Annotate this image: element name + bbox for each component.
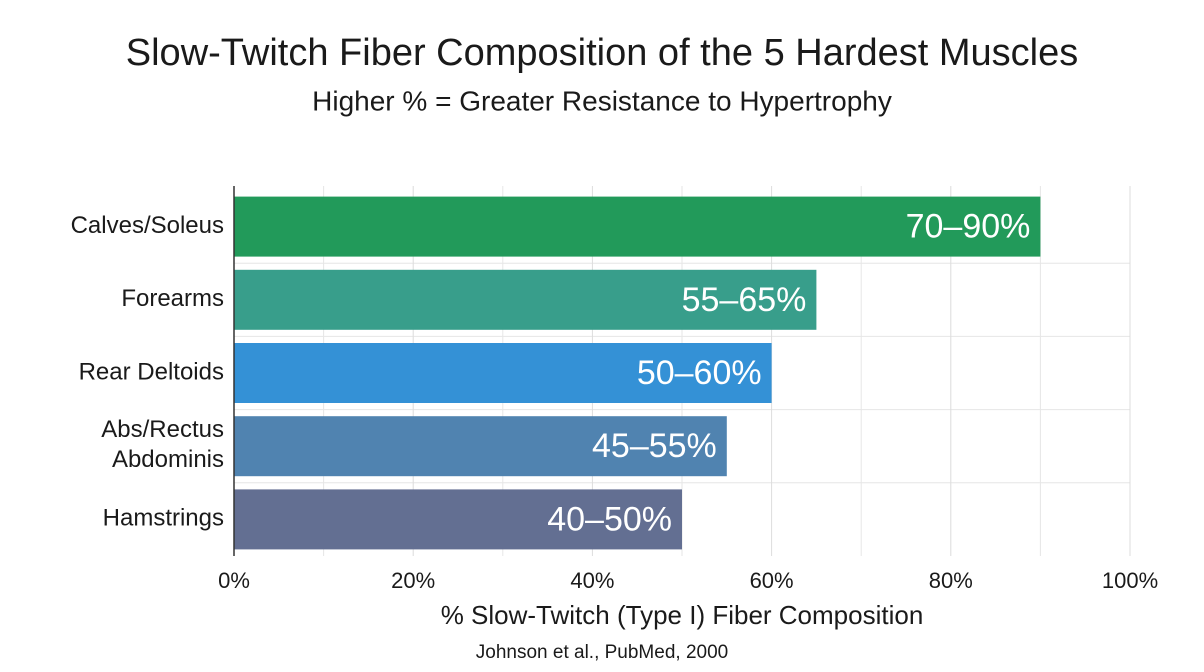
bar <box>234 196 1041 257</box>
x-tick-label: 0% <box>218 568 250 593</box>
y-tick-label: Hamstrings <box>103 505 224 532</box>
source-note: Johnson et al., PubMed, 2000 <box>476 642 728 663</box>
value-label: 40–50% <box>547 500 672 538</box>
y-tick-label: Rear Deltoids <box>79 358 224 385</box>
chart-subtitle: Higher % = Greater Resistance to Hypertr… <box>312 85 892 116</box>
value-label: 55–65% <box>682 281 807 319</box>
y-tick-label: Calves/Soleus <box>71 212 224 239</box>
value-label: 50–60% <box>637 354 762 392</box>
x-tick-label: 60% <box>750 568 794 593</box>
y-tick-label: Abs/Rectus Abdominis <box>101 417 224 474</box>
x-tick-label: 80% <box>929 568 973 593</box>
x-tick-label: 40% <box>570 568 614 593</box>
bar <box>234 489 682 550</box>
y-tick-label: Forearms <box>121 285 224 312</box>
chart-title: Slow-Twitch Fiber Composition of the 5 H… <box>126 32 1078 74</box>
bar <box>234 416 727 477</box>
x-tick-label: 100% <box>1102 568 1158 593</box>
value-label: 70–90% <box>906 208 1031 246</box>
bar <box>234 343 772 403</box>
bar <box>234 269 817 330</box>
x-tick-label: 20% <box>391 568 435 593</box>
x-axis-label: % Slow-Twitch (Type I) Fiber Composition <box>441 600 924 630</box>
value-label: 45–55% <box>592 427 717 465</box>
